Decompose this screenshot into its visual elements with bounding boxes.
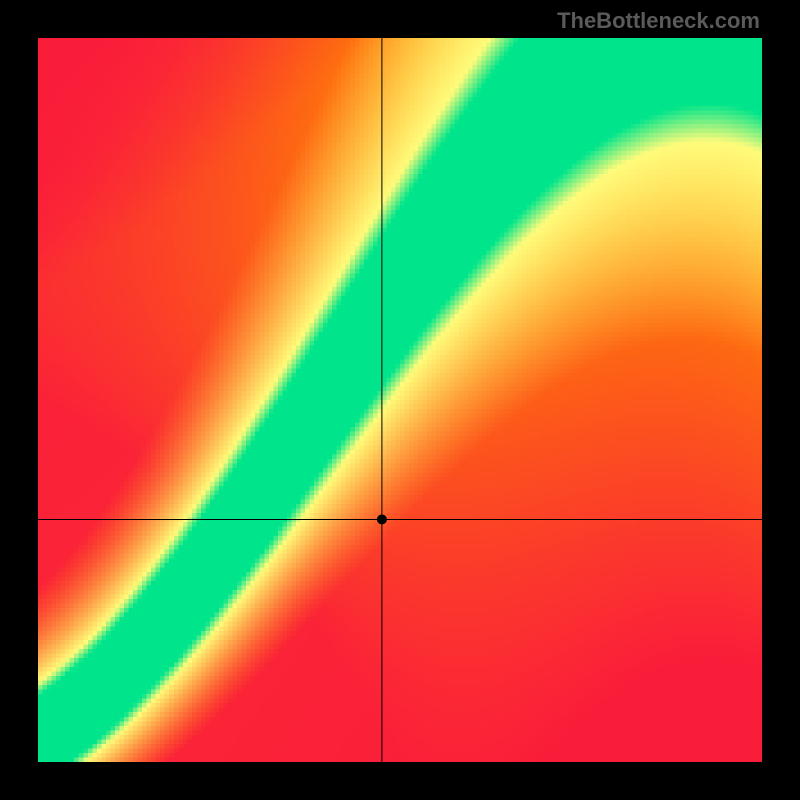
crosshair-dot <box>377 514 387 524</box>
overlay-svg <box>0 0 800 800</box>
chart-container: TheBottleneck.com <box>0 0 800 800</box>
watermark-text: TheBottleneck.com <box>557 8 760 34</box>
